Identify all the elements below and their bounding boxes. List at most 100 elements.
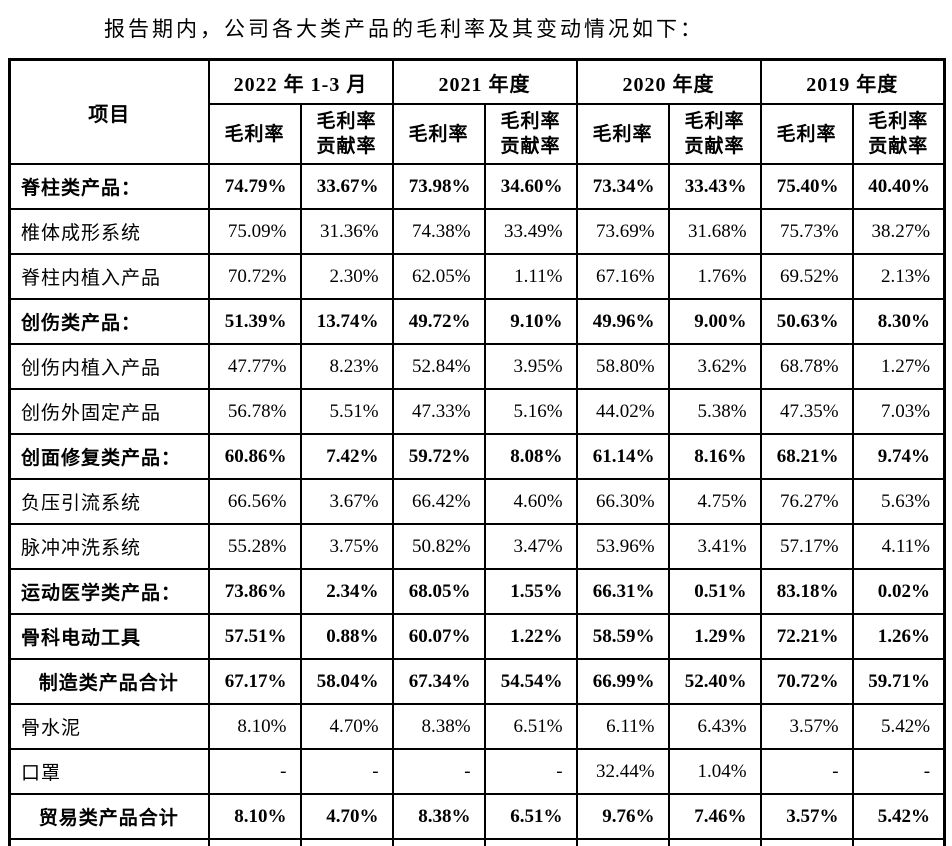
subheader-margin-contribution: 毛利率 贡献率 (483, 103, 578, 165)
cell-value: 5.38% (667, 388, 762, 435)
cell-value: 5.42% (851, 703, 946, 750)
cell-value: 59.72% (391, 433, 486, 480)
cell-value: 2.30% (299, 253, 394, 300)
row-label: 脉冲冲洗系统 (8, 523, 210, 570)
period-header-2021: 2021 年度 (391, 58, 578, 105)
subheader-margin-contribution: 毛利率 贡献率 (299, 103, 394, 165)
subheader-margin-contribution: 毛利率 贡献率 (851, 103, 946, 165)
cell-value: 4.70% (299, 793, 394, 840)
cell-value: 9.10% (483, 298, 578, 345)
cell-value: 9.74% (851, 433, 946, 480)
cell-value: 3.41% (667, 523, 762, 570)
cell-value: 76.27% (759, 478, 854, 525)
cell-value: - (207, 748, 302, 795)
cell-value: 47.33% (391, 388, 486, 435)
cell-value: 51.39% (207, 298, 302, 345)
cell-value: 75.09% (207, 208, 302, 255)
table-row: 创伤内植入产品 47.77% 8.23% 52.84% 3.95% 58.80% 3.62%… (8, 343, 946, 390)
row-label: 骨科电动工具 (8, 613, 210, 660)
cell-value: - (391, 748, 486, 795)
cell-value: 7.42% (299, 433, 394, 480)
cell-value: 0.51% (667, 568, 762, 615)
subheader-gross-margin: 毛利率 (759, 103, 854, 165)
cell-value: 9.00% (667, 298, 762, 345)
cell-value: 73.98% (391, 163, 486, 210)
cell-value: 3.67% (299, 478, 394, 525)
cell-value: 5.63% (851, 478, 946, 525)
cell-value: 8.30% (851, 298, 946, 345)
cell-value: 56.78% (207, 388, 302, 435)
cell-value: 1.29% (667, 613, 762, 660)
cell-value: 3.47% (483, 523, 578, 570)
cell-value: 73.86% (207, 568, 302, 615)
row-label: 贸易类产品合计 (8, 793, 210, 840)
row-label: 脊柱类产品： (8, 163, 210, 210)
cell-value: 2.34% (299, 568, 394, 615)
cell-value: 4.70% (299, 703, 394, 750)
subheader-gross-margin: 毛利率 (575, 103, 670, 165)
cell-value: 52.40% (667, 658, 762, 705)
cell-value: 38.27% (851, 208, 946, 255)
cell-value: 61.05% (391, 838, 486, 846)
cell-value: 5.16% (483, 388, 578, 435)
cell-value: 33.67% (299, 163, 394, 210)
cell-value: 33.43% (667, 163, 762, 210)
cell-value: 67.17% (207, 658, 302, 705)
cell-value: 50.82% (391, 523, 486, 570)
period-header-2022q1: 2022 年 1-3 月 (207, 58, 394, 105)
cell-value: 68.21% (759, 433, 854, 480)
cell-value: 62.74% (207, 838, 302, 846)
cell-value: 1.76% (667, 253, 762, 300)
cell-value: 59.86% (667, 838, 762, 846)
cell-value: - (759, 748, 854, 795)
cell-value: 40.40% (851, 163, 946, 210)
cell-value: 44.02% (575, 388, 670, 435)
period-header-2020: 2020 年度 (575, 58, 762, 105)
gross-margin-table: 项目 2022 年 1-3 月 2021 年度 2020 年度 2019 年度 … (8, 58, 947, 846)
cell-value: - (299, 748, 394, 795)
cell-value: 66.99% (575, 658, 670, 705)
cell-value: 58.04% (299, 658, 394, 705)
cell-value: 3.75% (299, 523, 394, 570)
cell-value: 4.75% (667, 478, 762, 525)
cell-value: 1.27% (851, 343, 946, 390)
table-row: 口罩 - - - -32.44% 1.04% - - (8, 748, 946, 795)
cell-value: 6.51% (483, 703, 578, 750)
cell-value: 73.69% (575, 208, 670, 255)
cell-value: 8.23% (299, 343, 394, 390)
table-row: 负压引流系统 66.56% 3.67% 66.42% 4.60% 66.30% 4.75% 7… (8, 478, 946, 525)
cell-value: 52.84% (391, 343, 486, 390)
cell-value: - (851, 748, 946, 795)
row-label: 创面修复类产品： (8, 433, 210, 480)
cell-value: 75.40% (759, 163, 854, 210)
cell-value: 1.55% (483, 568, 578, 615)
cell-value: 66.31% (575, 568, 670, 615)
row-label: 骨水泥 (8, 703, 210, 750)
sub-header-row: 毛利率 毛利率 贡献率 毛利率 毛利率 贡献率 毛利率 毛利率 贡献率 毛利率 … (10, 103, 946, 165)
cell-value: 1.22% (483, 613, 578, 660)
row-label: 负压引流系统 (8, 478, 210, 525)
cell-value: 0.88% (299, 613, 394, 660)
cell-value: 2.13% (851, 253, 946, 300)
cell-value: 67.16% (575, 253, 670, 300)
row-label: 椎体成形系统 (8, 208, 210, 255)
cell-value: 6.43% (667, 703, 762, 750)
cell-value: 58.80% (575, 343, 670, 390)
row-label: 脊柱内植入产品 (8, 253, 210, 300)
cell-value: 47.77% (207, 343, 302, 390)
subheader-gross-margin: 毛利率 (391, 103, 486, 165)
cell-value: 62.05% (391, 253, 486, 300)
row-label: 创伤类产品： (8, 298, 210, 345)
cell-value: 49.72% (391, 298, 486, 345)
cell-value: 1.26% (851, 613, 946, 660)
table-row: 制造类产品合计 67.17% 58.04% 67.34% 54.54% 66.99% 52.… (8, 658, 946, 705)
cell-value: 68.05% (391, 568, 486, 615)
table-row: 骨科电动工具 57.51% 0.88% 60.07% 1.22% 58.59% 1.29% 7… (8, 613, 946, 660)
table-row: 脊柱类产品： 74.79% 33.67% 73.98% 34.60% 73.34% 33.4… (8, 163, 946, 210)
cell-value: 6.11% (575, 703, 670, 750)
row-label: 运动医学类产品： (8, 568, 210, 615)
period-header-row: 项目 2022 年 1-3 月 2021 年度 2020 年度 2019 年度 (8, 58, 946, 165)
cell-value: 61.14% (575, 433, 670, 480)
cell-value: 7.03% (851, 388, 946, 435)
cell-value: 58.59% (575, 613, 670, 660)
